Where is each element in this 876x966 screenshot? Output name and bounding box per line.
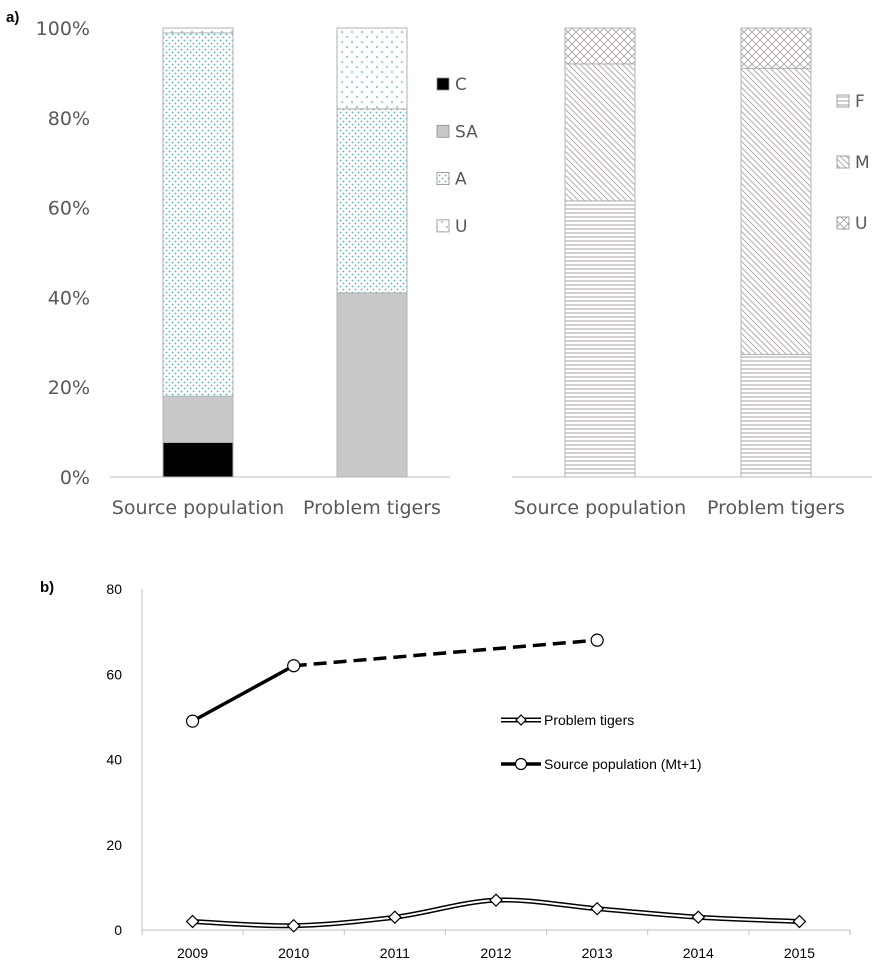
bar-segment-problem-tigers-sa [336, 292, 408, 478]
data-point-problem-tigers-2014 [691, 910, 706, 925]
series-line-source-population-dashed [293, 638, 598, 668]
annual-line-chart: 0 20 40 60 80 2009 2010 2011 2012 2013 2014 2015 Pro… [106, 581, 851, 961]
category-label-problem-tigers: Problem tigers [707, 497, 845, 519]
x-tick-label-2011: 2011 [380, 945, 410, 961]
bar-segment-source-population-a [162, 32, 234, 397]
age-class-stacked-bar-chart: 0% 20% 40% 60% 80% 100% Source population Probl… [36, 18, 478, 519]
data-point-source-population-2009 [185, 714, 200, 728]
x-tick-label-2013: 2013 [582, 945, 613, 961]
legend-label-f: F [855, 92, 865, 112]
legend-label-u: U [455, 217, 467, 237]
data-point-problem-tigers-2012 [489, 893, 503, 908]
y-tick-label-60: 60% [48, 198, 90, 220]
sex-stacked-bar-chart: Source population Problem tigers F M U [512, 27, 872, 519]
y-tick-label-60: 60 [106, 666, 122, 682]
legend-swatch-u [836, 216, 850, 230]
legend-circle-icon [514, 757, 528, 771]
y-tick-label-40: 40 [106, 752, 122, 768]
y-tick-label-80: 80% [48, 108, 90, 130]
category-label-problem-tigers: Problem tigers [303, 497, 441, 519]
bar-segment-problem-tigers-a [336, 108, 408, 294]
data-point-problem-tigers-2010 [286, 918, 301, 933]
legend-diamond-icon [515, 714, 527, 726]
y-tick-label-20: 20 [106, 837, 122, 853]
y-tick-label-0: 0 [114, 922, 122, 938]
legend-swatch-a [436, 172, 450, 186]
y-tick-label-40: 40% [48, 287, 90, 309]
data-point-problem-tigers-2009 [185, 914, 200, 929]
legend-label-problem-tigers: Problem tigers [544, 712, 634, 728]
x-tick-label-2015: 2015 [784, 945, 815, 961]
legend-label-a: A [455, 170, 467, 190]
bar-segment-source-population-c [162, 441, 234, 478]
legend-swatch-m [836, 155, 850, 169]
legend-swatch-sa [436, 124, 450, 138]
legend-label-sa: SA [455, 122, 478, 142]
y-tick-label-20: 20% [48, 377, 90, 399]
category-label-source-population: Source population [112, 497, 284, 519]
legend-swatch-f [836, 94, 850, 108]
bar-segment-source-population-sa [162, 395, 234, 443]
data-point-source-population-2010 [287, 659, 301, 673]
x-tick-label-2012: 2012 [480, 945, 511, 961]
y-tick-label-80: 80 [106, 581, 122, 597]
legend-label-c: C [455, 75, 467, 95]
legend-label-source-population: Source population (Mt+1) [544, 756, 702, 772]
legend-label-u: U [855, 214, 867, 234]
x-tick-label-2014: 2014 [683, 945, 714, 961]
bar-segment-source-population-u [564, 27, 636, 65]
data-point-problem-tigers-2013 [590, 901, 604, 916]
data-point-problem-tigers-2015 [792, 914, 807, 929]
y-tick-label-0: 0% [60, 467, 90, 489]
series-line-source-population [191, 664, 295, 723]
category-label-source-population: Source population [514, 497, 686, 519]
panel-label-b: b) [40, 579, 54, 596]
data-point-problem-tigers-2011 [388, 910, 402, 925]
legend-swatch-u [436, 219, 450, 233]
data-point-source-population-2013 [590, 633, 604, 647]
bar-segment-problem-tigers-u [740, 27, 812, 69]
bar-segment-problem-tigers-m [740, 67, 812, 355]
x-tick-label-2009: 2009 [177, 945, 208, 961]
legend-swatch-c [436, 77, 450, 91]
bar-segment-problem-tigers-u [336, 27, 408, 110]
panel-label-a: a) [6, 9, 19, 26]
bar-segment-problem-tigers-f [740, 353, 812, 478]
legend-label-m: M [855, 153, 870, 173]
bar-segment-source-population-u [162, 27, 234, 34]
y-tick-label-100: 100% [36, 18, 90, 40]
bar-segment-source-population-f [564, 200, 636, 478]
bar-segment-source-population-m [564, 63, 636, 202]
x-tick-label-2010: 2010 [278, 945, 309, 961]
